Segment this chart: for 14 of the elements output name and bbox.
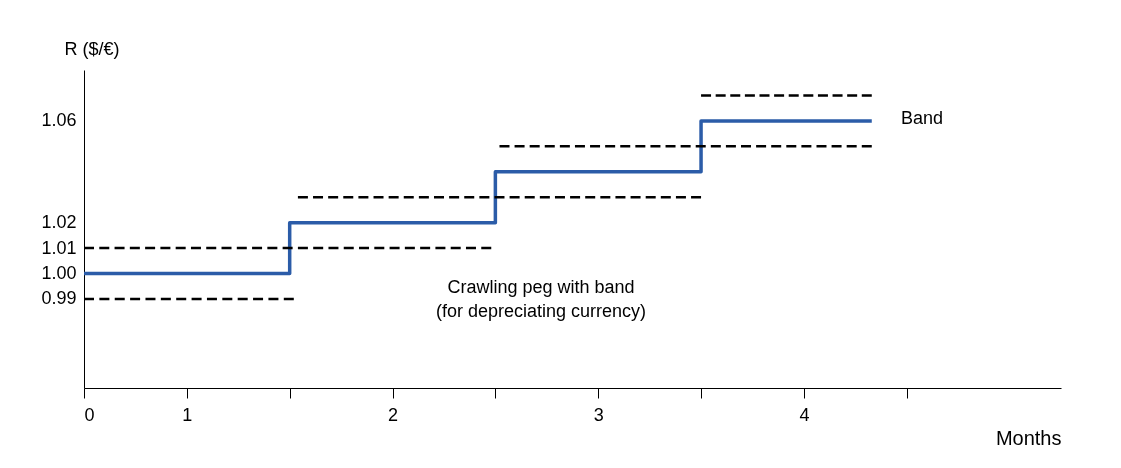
x-tick-label: 2 (388, 404, 399, 425)
y-tick-label: 1.02 (41, 212, 77, 233)
x-tick-label: 3 (593, 404, 604, 425)
annotation: Band (901, 108, 944, 128)
y-tick-label: 0.99 (41, 288, 77, 309)
x-tick-label: 0 (84, 404, 95, 425)
annotation: Crawling peg with band (for depreciating currency) (435, 277, 647, 321)
x-tick-label: 1 (182, 404, 193, 425)
y-tick-label: 1.00 (41, 263, 77, 284)
x-tick-label: 4 (799, 404, 810, 425)
y-tick-label: 1.01 (41, 237, 77, 258)
y-axis-title: R ($/€) (64, 38, 120, 59)
x-axis-title: Months (995, 426, 1062, 449)
y-tick-label: 1.06 (41, 110, 77, 131)
